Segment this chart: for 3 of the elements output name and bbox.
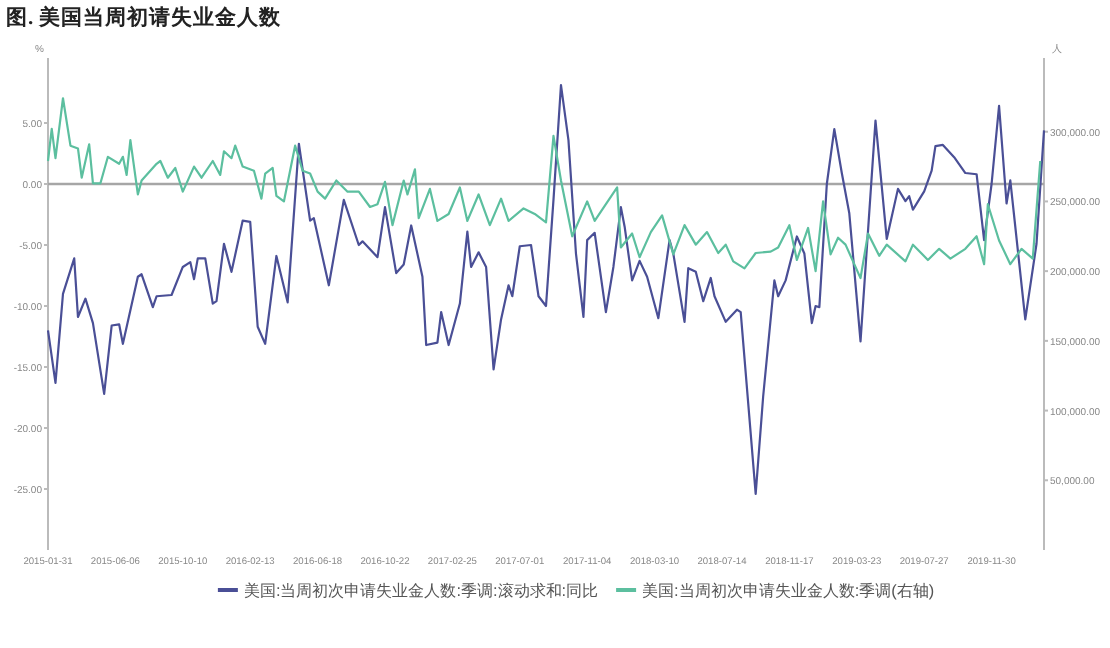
chart-title: 图. 美国当周初请失业金人数 — [6, 4, 283, 30]
legend-label: 美国:当周初次申请失业金人数:季调:滚动求和:同比 — [243, 582, 599, 600]
legend-label: 美国:当周初次申请失业金人数:季调(右轴) — [642, 582, 935, 600]
